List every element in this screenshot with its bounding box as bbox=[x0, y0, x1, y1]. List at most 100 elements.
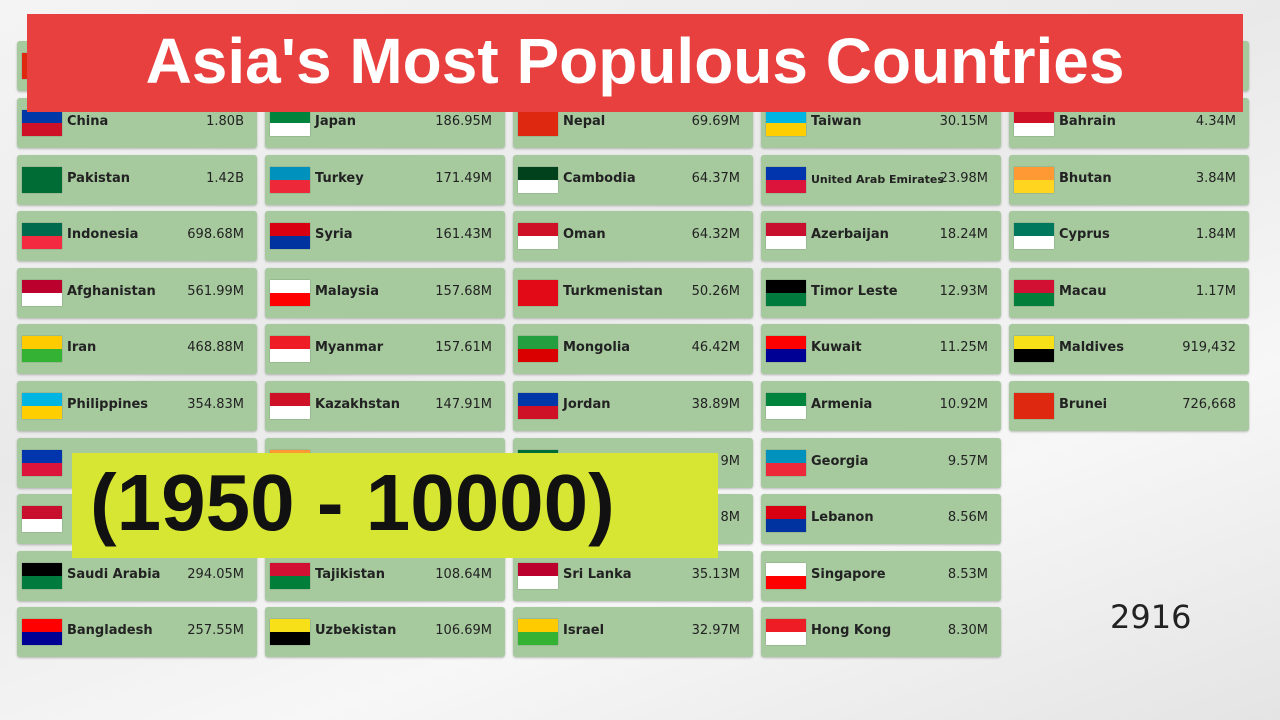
population-value: 3.84M bbox=[1195, 170, 1236, 186]
country-name: Tajikistan bbox=[315, 566, 385, 582]
country-card: United Arab Emirates 23.98M bbox=[761, 154, 1001, 205]
country-card: Macau 1.17M bbox=[1009, 267, 1249, 318]
flag-icon bbox=[518, 110, 558, 136]
flag-stripe bbox=[22, 575, 62, 589]
country-card: Afghanistan 561.99M bbox=[17, 267, 257, 318]
flag-icon bbox=[518, 336, 558, 363]
flag-stripe bbox=[270, 292, 310, 306]
flag-stripe bbox=[22, 336, 62, 350]
country-card: Timor Leste 12.93M bbox=[761, 267, 1001, 318]
population-value: 8M bbox=[720, 510, 741, 526]
flag-icon bbox=[22, 562, 62, 589]
flag-stripe bbox=[270, 123, 310, 136]
country-card: Pakistan 1.42B bbox=[17, 154, 257, 205]
country-card: Singapore 8.53M bbox=[761, 550, 1001, 601]
flag-icon bbox=[22, 110, 62, 136]
country-name: Uzbekistan bbox=[315, 623, 397, 639]
flag-stripe bbox=[1014, 123, 1054, 136]
population-value: 18.24M bbox=[939, 227, 988, 243]
country-card: Cyprus 1.84M bbox=[1009, 211, 1249, 262]
country-card: Jordan 38.89M bbox=[513, 381, 753, 431]
flag-stripe bbox=[270, 236, 310, 250]
flag-icon bbox=[518, 393, 558, 419]
country-name: Iran bbox=[67, 340, 97, 356]
country-name: Georgia bbox=[811, 453, 869, 469]
country-card: Bhutan 3.84M bbox=[1009, 154, 1249, 205]
population-value: 1.84M bbox=[1195, 227, 1236, 243]
population-value: 147.91M bbox=[435, 397, 492, 412]
country-name: Japan bbox=[315, 114, 356, 129]
country-card: Syria 161.43M bbox=[265, 211, 505, 262]
year-counter: 2916 bbox=[1110, 598, 1192, 636]
flag-stripe bbox=[518, 562, 558, 576]
flag-stripe bbox=[270, 279, 310, 293]
country-name: Kazakhstan bbox=[315, 397, 401, 412]
country-card: Hong Kong 8.30M bbox=[761, 607, 1001, 658]
flag-icon bbox=[1014, 223, 1054, 250]
flag-stripe bbox=[518, 393, 558, 406]
flag-stripe bbox=[518, 406, 558, 419]
country-name: Myanmar bbox=[315, 340, 384, 356]
flag-stripe bbox=[270, 336, 310, 350]
flag-stripe bbox=[270, 619, 310, 633]
flag-stripe bbox=[270, 166, 310, 180]
country-card: Lebanon 8.56M bbox=[761, 494, 1001, 545]
country-name: Timor Leste bbox=[811, 283, 898, 299]
flag-stripe bbox=[22, 506, 62, 520]
country-card: Philippines 354.83M bbox=[17, 381, 257, 431]
flag-stripe bbox=[270, 223, 310, 237]
flag-stripe bbox=[1014, 336, 1054, 350]
flag-stripe bbox=[270, 349, 310, 363]
country-card: Cambodia 64.37M bbox=[513, 154, 753, 205]
flag-stripe bbox=[518, 279, 558, 293]
flag-stripe bbox=[22, 406, 62, 419]
country-card: Myanmar 157.61M bbox=[265, 324, 505, 375]
flag-stripe bbox=[766, 349, 806, 363]
population-value: 64.32M bbox=[691, 227, 740, 243]
period-label: (1950 - 10000) bbox=[72, 453, 718, 558]
population-value: 161.43M bbox=[435, 227, 492, 243]
flag-stripe bbox=[766, 449, 806, 463]
flag-stripe bbox=[518, 575, 558, 589]
flag-icon bbox=[766, 506, 806, 533]
flag-icon bbox=[518, 562, 558, 589]
country-name: United Arab Emirates bbox=[811, 172, 944, 186]
country-card: Iran 468.88M bbox=[17, 324, 257, 375]
flag-stripe bbox=[270, 632, 310, 646]
country-name: Armenia bbox=[811, 397, 873, 412]
flag-icon bbox=[270, 166, 310, 193]
country-card: Sri Lanka 35.13M bbox=[513, 550, 753, 601]
flag-stripe bbox=[518, 349, 558, 363]
flag-icon bbox=[1014, 393, 1054, 419]
country-name: Mongolia bbox=[563, 340, 631, 356]
flag-icon bbox=[766, 449, 806, 476]
country-name: Bahrain bbox=[1059, 114, 1116, 129]
country-name: Sri Lanka bbox=[563, 566, 632, 582]
population-value: 698.68M bbox=[187, 227, 244, 243]
country-card: Kuwait 11.25M bbox=[761, 324, 1001, 375]
country-name: Syria bbox=[315, 227, 353, 243]
flag-stripe bbox=[270, 575, 310, 589]
flag-icon bbox=[766, 166, 806, 193]
country-name: Kuwait bbox=[811, 340, 862, 356]
population-value: 468.88M bbox=[187, 340, 244, 356]
country-name: China bbox=[67, 114, 109, 129]
country-card: Brunei 726,668 bbox=[1009, 381, 1249, 431]
flag-stripe bbox=[22, 349, 62, 363]
country-name: Oman bbox=[563, 227, 606, 243]
population-value: 30.15M bbox=[939, 114, 988, 129]
country-name: Philippines bbox=[67, 397, 149, 412]
population-value: 157.68M bbox=[435, 283, 492, 299]
country-name: Pakistan bbox=[67, 170, 131, 186]
flag-stripe bbox=[270, 179, 310, 193]
country-card: Armenia 10.92M bbox=[761, 381, 1001, 431]
population-value: 46.42M bbox=[691, 340, 740, 356]
flag-stripe bbox=[22, 632, 62, 646]
country-name: Saudi Arabia bbox=[67, 566, 161, 582]
flag-stripe bbox=[766, 336, 806, 350]
country-card: Saudi Arabia 294.05M bbox=[17, 550, 257, 601]
flag-stripe bbox=[766, 393, 806, 406]
flag-icon bbox=[22, 506, 62, 533]
flag-icon bbox=[270, 223, 310, 250]
